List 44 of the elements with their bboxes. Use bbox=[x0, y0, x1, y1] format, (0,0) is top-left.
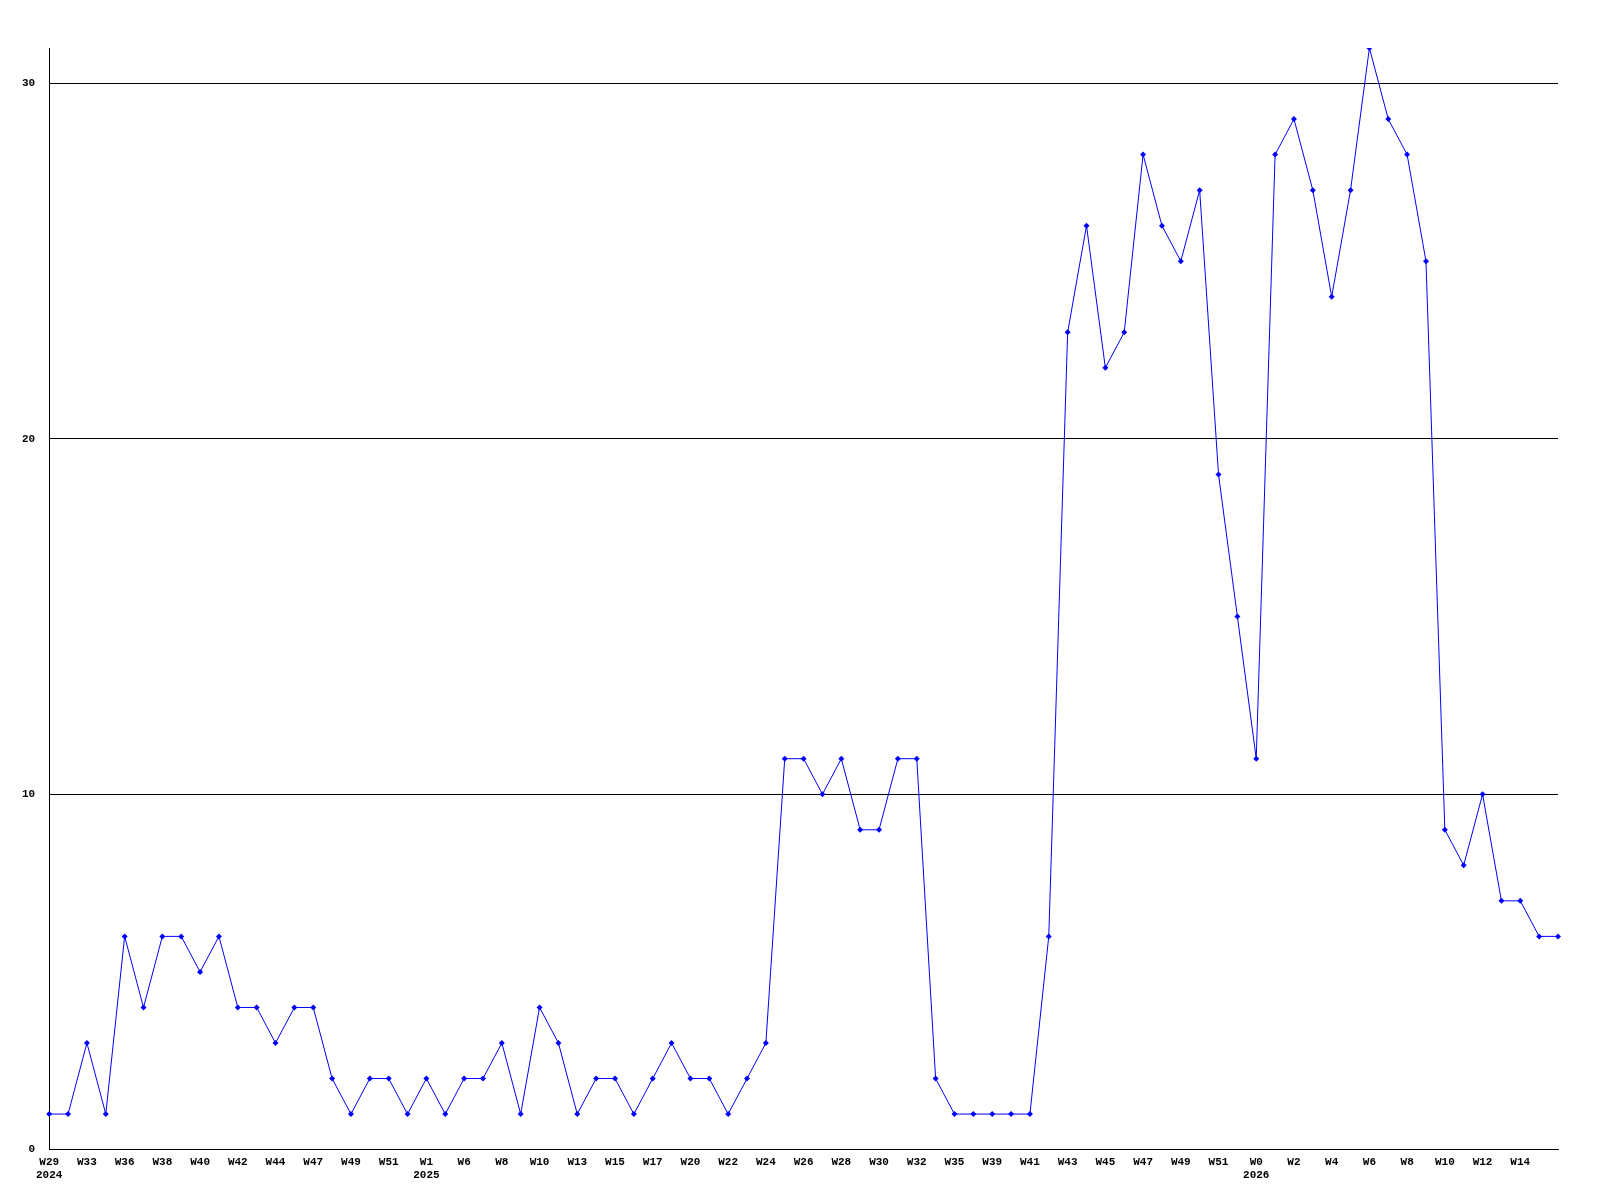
y-tick-label: 0 bbox=[28, 1143, 36, 1156]
y-tick-label: 10 bbox=[22, 788, 36, 801]
x-tick-label: W20 bbox=[680, 1155, 701, 1168]
x-tick-label: W6 bbox=[1362, 1155, 1376, 1168]
x-tick-label: W47 bbox=[1133, 1155, 1153, 1168]
x-tick-label: W1 2025 bbox=[413, 1155, 440, 1182]
x-tick-label: W51 bbox=[1208, 1155, 1229, 1168]
x-tick-label: W36 bbox=[114, 1155, 135, 1168]
x-tick-label: W17 bbox=[642, 1155, 663, 1168]
x-tick-label: W22 bbox=[718, 1155, 739, 1168]
x-tick-label: W35 bbox=[944, 1155, 965, 1168]
x-tick-label: W51 bbox=[378, 1155, 399, 1168]
x-tick-label: W40 bbox=[190, 1155, 210, 1168]
x-tick-label: W39 bbox=[982, 1155, 1003, 1168]
x-tick-label: W41 bbox=[1020, 1155, 1041, 1168]
x-tick-label: W26 bbox=[793, 1155, 814, 1168]
x-tick-label: W42 bbox=[227, 1155, 248, 1168]
y-tick-label: 20 bbox=[22, 432, 36, 445]
y-tick-label: 30 bbox=[22, 77, 36, 90]
x-tick-label: W8 bbox=[495, 1155, 509, 1168]
x-tick-label: W12 bbox=[1472, 1155, 1493, 1168]
x-tick-label: W47 bbox=[303, 1155, 324, 1168]
x-tick-label: W6 bbox=[457, 1155, 471, 1168]
x-tick-label: W44 bbox=[265, 1155, 286, 1168]
x-tick-label: W4 bbox=[1325, 1155, 1339, 1168]
x-tick-label: W10 bbox=[529, 1155, 550, 1168]
x-tick-label: W30 bbox=[869, 1155, 889, 1168]
x-tick-label: W15 bbox=[605, 1155, 626, 1168]
x-tick-label: W32 bbox=[906, 1155, 927, 1168]
x-tick-label: W45 bbox=[1095, 1155, 1116, 1168]
x-tick-label: W10 bbox=[1434, 1155, 1455, 1168]
x-tick-label: W13 bbox=[567, 1155, 588, 1168]
x-tick-label: W2 bbox=[1287, 1155, 1301, 1168]
x-tick-label: W14 bbox=[1510, 1155, 1531, 1168]
x-tick-label: W29 2024 bbox=[36, 1155, 63, 1182]
x-tick-label: W8 bbox=[1400, 1155, 1415, 1168]
x-tick-label: W28 bbox=[831, 1155, 852, 1168]
x-tick-label: W49 bbox=[1170, 1155, 1191, 1168]
x-tick-label: W38 bbox=[152, 1155, 173, 1168]
x-tick-label: W24 bbox=[755, 1155, 777, 1168]
x-tick-label: W0 2026 bbox=[1243, 1155, 1270, 1182]
x-tick-label: W43 bbox=[1057, 1155, 1078, 1168]
x-tick-label: W33 bbox=[77, 1155, 98, 1168]
x-tick-label: W49 bbox=[341, 1155, 361, 1168]
